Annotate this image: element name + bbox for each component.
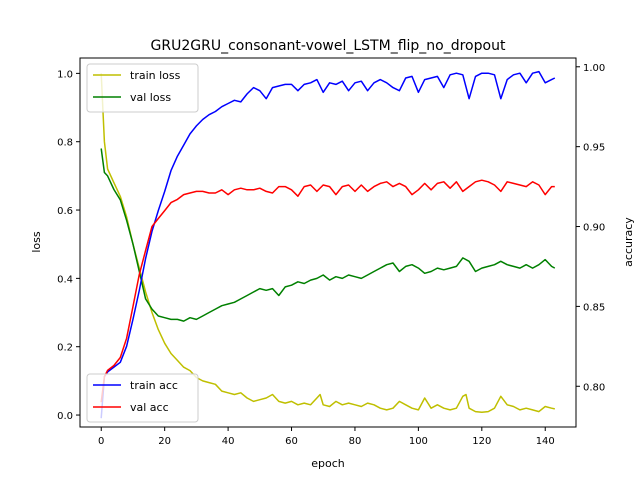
legend-accuracy-box [86, 373, 199, 423]
y-axis-left: 0.0 0.2 0.4 0.6 0.8 1.0 [57, 69, 80, 422]
legend-loss: train loss val loss [86, 63, 199, 113]
y-right-tick-label: 1.00 [583, 63, 605, 74]
y-left-tick-label: 0.2 [57, 343, 73, 354]
y-left-tick-label: 0.4 [57, 274, 73, 285]
series-line-train-acc [100, 70, 556, 419]
legend-loss-box [86, 63, 199, 113]
y-right-tick-label: 0.95 [583, 143, 605, 154]
legend-val-loss-label: val loss [130, 91, 171, 104]
legend-train-acc-label: train acc [130, 379, 178, 392]
series-line-val-acc [100, 179, 555, 403]
series-line-train-loss [100, 73, 555, 414]
x-tick-label: 120 [472, 436, 491, 447]
chart-title: GRU2GRU_consonant-vowel_LSTM_flip_no_dro… [151, 38, 506, 54]
series-layer [100, 70, 556, 419]
y-right-tick-label: 0.85 [583, 302, 605, 313]
x-tick-label: 80 [349, 436, 362, 447]
y-right-tick-label: 0.80 [583, 382, 605, 393]
y-axis-right: 0.80 0.85 0.90 0.95 1.00 [576, 63, 605, 393]
x-axis: 0 20 40 60 80 100 120 140 [98, 427, 555, 447]
y-right-tick-label: 0.90 [583, 223, 605, 234]
x-tick-label: 140 [536, 436, 555, 447]
y-axis-right-label: accuracy [622, 217, 635, 267]
legend-accuracy: train acc val acc [86, 373, 199, 423]
x-tick-label: 40 [222, 436, 235, 447]
y-left-tick-label: 1.0 [57, 69, 73, 80]
series-line-val-loss [100, 148, 556, 322]
x-tick-label: 0 [98, 436, 104, 447]
y-left-tick-label: 0.8 [57, 138, 73, 149]
x-tick-label: 20 [158, 436, 171, 447]
legend-train-loss-label: train loss [130, 69, 181, 82]
y-left-tick-label: 0.0 [57, 411, 73, 422]
plot-frame [79, 57, 577, 428]
x-axis-label: epoch [311, 457, 345, 470]
y-axis-left-label: loss [30, 231, 43, 253]
y-left-tick-label: 0.6 [57, 206, 73, 217]
x-tick-label: 100 [409, 436, 428, 447]
legend-val-acc-label: val acc [130, 401, 169, 414]
x-tick-label: 60 [285, 436, 298, 447]
